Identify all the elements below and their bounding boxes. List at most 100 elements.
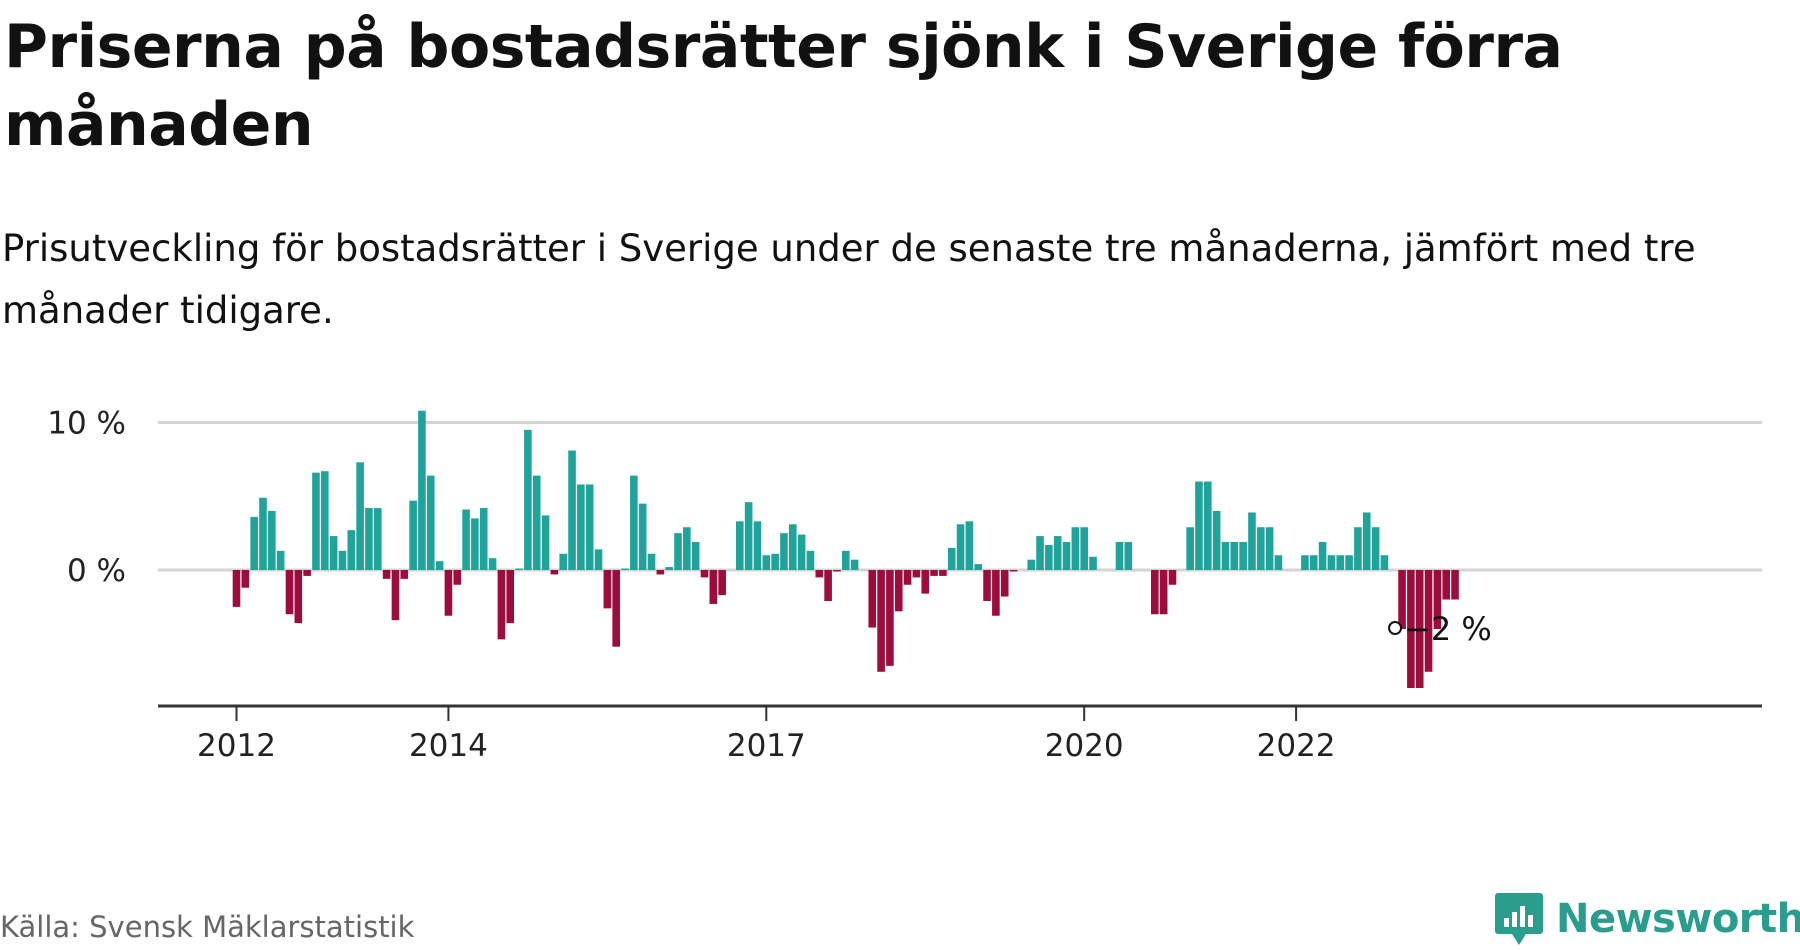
- bar: [1354, 527, 1362, 570]
- x-tick-label: 2014: [409, 728, 488, 764]
- tick-labels: 10 % 0 % 2012 2014 2017 2020 2022: [47, 406, 1335, 765]
- y-tick-label: 0 %: [67, 553, 126, 589]
- bar: [956, 524, 965, 570]
- bar: [435, 561, 444, 570]
- bar: [691, 541, 700, 570]
- bar: [1398, 570, 1406, 629]
- bar: [276, 550, 285, 571]
- bar: [753, 521, 762, 570]
- bar-chart: 10 % 0 % 2012 2014 2017 2020 2022 −2 %: [47, 406, 1762, 765]
- bar: [992, 570, 1000, 616]
- bar: [338, 550, 347, 571]
- bar: [259, 497, 267, 571]
- bar: [1062, 541, 1071, 570]
- bar: [947, 547, 956, 571]
- chart-title: Priserna på bostadsrätter sjönk i Sverig…: [4, 12, 1563, 160]
- bar: [1336, 555, 1345, 570]
- bar: [603, 570, 612, 609]
- bar: [1124, 541, 1133, 570]
- x-tick-label: 2012: [197, 728, 276, 764]
- axes: [158, 704, 1762, 721]
- bar: [780, 533, 788, 571]
- bar: [983, 570, 991, 601]
- bar: [409, 500, 417, 571]
- bar: [1186, 527, 1194, 570]
- bar: [1309, 555, 1318, 570]
- bar: [1424, 570, 1433, 672]
- bar: [1415, 570, 1424, 688]
- bar: [1230, 541, 1239, 570]
- bar: [700, 570, 709, 578]
- bar: [1168, 570, 1177, 585]
- bar: [683, 527, 691, 570]
- bar: [868, 570, 877, 628]
- newsworthy-logo[interactable]: Newsworthy: [1494, 888, 1800, 950]
- bar: [806, 550, 815, 571]
- bar: [1151, 570, 1159, 615]
- bar: [1159, 570, 1168, 615]
- bar: [974, 564, 983, 570]
- x-tick-label: 2020: [1045, 728, 1124, 764]
- bar: [1000, 570, 1009, 597]
- bar: [594, 549, 603, 570]
- bar: [321, 471, 329, 571]
- bar: [612, 570, 620, 647]
- bar: [541, 515, 550, 570]
- bar: [400, 570, 409, 579]
- bar: [1433, 570, 1442, 629]
- bar: [453, 570, 462, 585]
- bar: [1221, 541, 1230, 570]
- bar: [250, 516, 258, 570]
- y-tick-label: 10 %: [47, 406, 126, 442]
- bar: [524, 429, 532, 571]
- bar: [921, 570, 930, 594]
- bar: [912, 570, 921, 578]
- bar: [347, 530, 356, 570]
- bar: [939, 570, 947, 576]
- bar: [1318, 541, 1327, 570]
- bar: [391, 570, 400, 621]
- bar: [294, 570, 303, 624]
- bar: [894, 570, 903, 612]
- bar: [479, 508, 488, 570]
- bar: [736, 521, 744, 570]
- annotation-dot: [1388, 621, 1403, 635]
- bar: [1380, 555, 1389, 570]
- bar: [656, 570, 665, 575]
- annotation-label: −2 %: [1404, 610, 1492, 648]
- brand-name: Newsworthy: [1556, 896, 1800, 942]
- bar: [965, 521, 974, 570]
- bar: [550, 570, 559, 575]
- bar: [1362, 512, 1371, 570]
- bar: [577, 484, 585, 570]
- x-tick-label: 2017: [727, 728, 806, 764]
- bar-series: [232, 410, 1459, 688]
- bar: [850, 559, 859, 570]
- bar: [788, 524, 797, 570]
- bar: [303, 570, 311, 576]
- bar: [356, 462, 364, 570]
- bar: [329, 536, 338, 570]
- bar: [815, 570, 824, 578]
- bar: [444, 570, 453, 616]
- bar: [1345, 555, 1353, 570]
- bar: [1407, 570, 1415, 688]
- bar: [1451, 570, 1459, 600]
- bar: [1327, 555, 1336, 570]
- bar: [1053, 536, 1062, 570]
- bar: [1248, 512, 1256, 570]
- bar: [886, 570, 894, 666]
- bar: [488, 558, 497, 570]
- bar: [532, 475, 541, 570]
- bar: [1009, 570, 1018, 572]
- bar: [426, 475, 435, 570]
- bar: [930, 570, 938, 576]
- bar: [1256, 527, 1265, 570]
- bar: [833, 570, 841, 572]
- bar: [824, 570, 832, 601]
- bar: [903, 570, 912, 585]
- bar: [1045, 544, 1053, 570]
- bar: [515, 568, 523, 570]
- bar: [1071, 527, 1080, 570]
- bar: [1274, 555, 1283, 570]
